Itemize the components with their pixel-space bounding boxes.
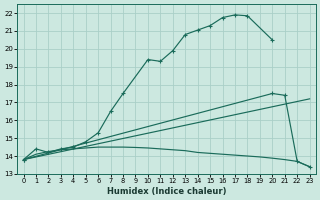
X-axis label: Humidex (Indice chaleur): Humidex (Indice chaleur) <box>107 187 226 196</box>
